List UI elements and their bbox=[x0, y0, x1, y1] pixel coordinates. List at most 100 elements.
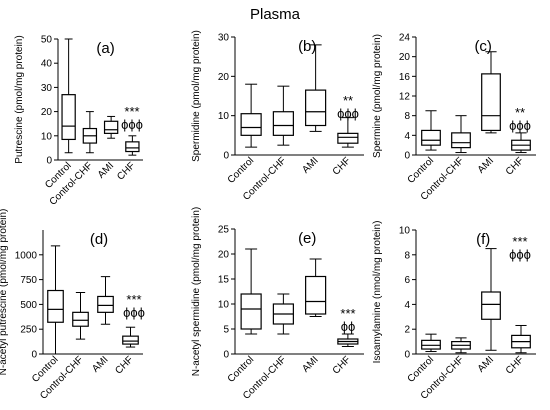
y-tick-label: 10 bbox=[218, 300, 230, 311]
box-control-chf bbox=[272, 85, 294, 146]
box-control-chf bbox=[451, 115, 471, 154]
box-control-chf bbox=[272, 293, 294, 335]
significance-annotation: ϕϕϕ bbox=[509, 118, 531, 133]
significance-annotation: *** bbox=[512, 234, 527, 249]
category-label: AMI bbox=[96, 160, 116, 180]
box-iqr bbox=[122, 335, 139, 345]
box-iqr bbox=[451, 132, 471, 149]
box-control bbox=[61, 38, 76, 154]
panel-a: 0 10 20 30 40 50 Putrescine (pmol/mg protein) (… bbox=[14, 35, 143, 208]
y-axis-label: Spermine (pmol/mg protein) bbox=[372, 34, 383, 158]
y-tick-label: 750 bbox=[20, 275, 37, 286]
y-tick-label: 10 bbox=[399, 226, 411, 237]
y-tick-label: 50 bbox=[41, 35, 53, 46]
box-control bbox=[240, 83, 262, 148]
panel-label: (f) bbox=[476, 231, 490, 248]
category-label: AMI bbox=[300, 354, 320, 374]
panel-label: (e) bbox=[298, 230, 316, 247]
box-control bbox=[421, 333, 441, 353]
category-label: CHF bbox=[504, 155, 526, 177]
y-tick-label: 1000 bbox=[15, 250, 38, 261]
category-label: Control bbox=[226, 354, 257, 385]
category-label: CHF bbox=[331, 354, 353, 376]
y-tick-label: 10 bbox=[218, 111, 230, 122]
box-ami bbox=[481, 51, 501, 134]
box-chf bbox=[511, 132, 531, 154]
y-tick-label: 250 bbox=[20, 325, 37, 336]
box-chf bbox=[337, 117, 359, 148]
box-control bbox=[240, 248, 262, 335]
significance-annotation: ϕϕ bbox=[341, 319, 356, 334]
panel-label: (d) bbox=[90, 231, 108, 248]
y-tick-label: 0 bbox=[404, 151, 410, 162]
y-tick-label: 8 bbox=[404, 250, 410, 261]
box-iqr bbox=[337, 132, 359, 144]
y-tick-label: 20 bbox=[399, 52, 411, 63]
y-axis-label: Isoamylamine (nmol/mg protein) bbox=[372, 221, 383, 364]
y-tick-label: 30 bbox=[41, 83, 53, 94]
y-tick-label: 30 bbox=[218, 33, 230, 44]
significance-annotation: ** bbox=[343, 93, 353, 108]
box-control-chf bbox=[72, 291, 89, 340]
box-iqr bbox=[47, 289, 64, 323]
box-chf bbox=[125, 135, 140, 156]
category-label: AMI bbox=[90, 354, 110, 374]
significance-annotation: ** bbox=[515, 105, 525, 120]
box-ami bbox=[305, 44, 327, 132]
y-tick-label: 500 bbox=[20, 300, 37, 311]
y-tick-label: 24 bbox=[399, 33, 411, 44]
box-iqr bbox=[421, 339, 441, 350]
box-iqr bbox=[97, 295, 114, 313]
panel-b: 0 10 20 30 Spermidine (pmol/mg protein) (b) Co… bbox=[191, 30, 364, 203]
category-label: AMI bbox=[476, 155, 496, 175]
panel-label: (a) bbox=[96, 40, 114, 57]
y-tick-label: 20 bbox=[218, 250, 230, 261]
y-tick-label: 5 bbox=[223, 325, 229, 336]
y-axis-label: N-acetyl spermidine (pmol/mg protein) bbox=[191, 207, 202, 377]
box-iqr bbox=[305, 89, 327, 127]
box-control-chf bbox=[82, 111, 98, 154]
y-tick-label: 20 bbox=[41, 107, 53, 118]
y-tick-label: 8 bbox=[404, 111, 410, 122]
box-iqr bbox=[481, 291, 501, 320]
box-ami bbox=[305, 258, 327, 317]
box-chf bbox=[337, 333, 359, 347]
y-tick-label: 0 bbox=[223, 350, 229, 361]
box-ami bbox=[481, 248, 501, 351]
significance-annotation: *** bbox=[340, 306, 355, 321]
box-control bbox=[47, 245, 64, 355]
category-label: Control bbox=[226, 155, 257, 186]
category-label: CHF bbox=[504, 354, 526, 376]
y-axis-label: Putrescine (pmol/mg protein) bbox=[14, 35, 25, 163]
box-iqr bbox=[61, 94, 76, 141]
y-tick-label: 0 bbox=[31, 350, 37, 361]
y-tick-label: 2 bbox=[404, 325, 410, 336]
y-axis-label: Spermidine (pmol/mg protein) bbox=[191, 30, 202, 162]
y-tick-label: 0 bbox=[46, 156, 52, 167]
y-tick-label: 20 bbox=[218, 72, 230, 83]
y-tick-label: 40 bbox=[41, 59, 53, 70]
y-tick-label: 0 bbox=[223, 151, 229, 162]
panel-label: (c) bbox=[474, 38, 492, 55]
box-iqr bbox=[72, 311, 89, 327]
category-label: CHF bbox=[331, 155, 353, 177]
box-control-chf bbox=[451, 337, 471, 354]
panel-e: 0 5 10 15 20 25 N-acetyl spermidine (pmol/mg p… bbox=[191, 207, 364, 402]
significance-annotation: *** bbox=[126, 292, 141, 307]
category-label: CHF bbox=[113, 354, 135, 376]
y-tick-label: 4 bbox=[404, 300, 410, 311]
y-tick-label: 12 bbox=[399, 92, 411, 103]
y-tick-label: 16 bbox=[399, 72, 411, 83]
box-chf bbox=[511, 324, 531, 354]
box-iqr bbox=[240, 293, 262, 330]
box-iqr bbox=[272, 111, 294, 136]
significance-annotation: ϕϕϕ bbox=[121, 117, 143, 132]
significance-annotation: ϕϕϕ bbox=[337, 106, 359, 121]
box-ami bbox=[97, 276, 114, 325]
box-ami bbox=[103, 115, 119, 139]
category-label: AMI bbox=[476, 354, 496, 374]
box-iqr bbox=[421, 129, 441, 146]
y-axis-label: N-acetyl putrescine (pmol/mg protein) bbox=[0, 209, 9, 376]
